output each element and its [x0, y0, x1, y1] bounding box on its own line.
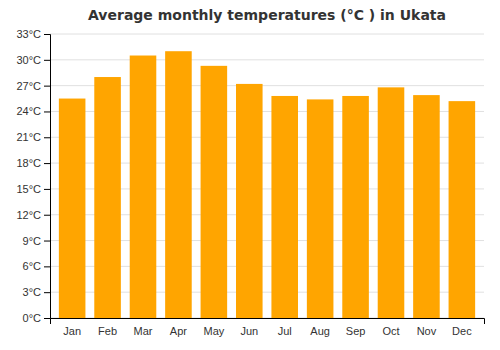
title: Average monthly temperatures (°C ) in Uk… [88, 7, 446, 23]
y-tick-mark [44, 189, 50, 190]
x-tick: Nov [417, 325, 437, 337]
x-tick-label: Feb [98, 325, 117, 337]
y-tick-label: 6°C [23, 260, 42, 272]
axis-line [44, 35, 51, 319]
y-axis: 0°C 3°C 6°C 9°C 12°C 15°C 18°C 21°C 24°C 27°C 30°C… [16, 28, 50, 324]
bar [59, 99, 86, 318]
y-tick: 24°C [16, 105, 50, 117]
y-tick: 12°C [16, 209, 50, 221]
y-tick-mark [44, 163, 50, 164]
x-tick: Feb [98, 325, 117, 337]
x-tick-label: Oct [382, 325, 399, 337]
x-tick-label: Apr [170, 325, 187, 337]
bar [307, 99, 334, 318]
plot: Jan Feb Mar Apr May Jun Jul Aug Sep Oct Nov Dec 0°C 3… [16, 28, 484, 337]
y-tick-label: 0°C [23, 312, 42, 324]
y-tick-label: 18°C [16, 157, 41, 169]
y-tick-mark [44, 215, 50, 216]
y-tick-mark [44, 34, 50, 35]
x-tick: Dec [452, 325, 472, 337]
x-tick-label: Mar [134, 325, 153, 337]
grid [50, 34, 484, 318]
x-tick: Mar [134, 325, 153, 337]
bar [378, 87, 405, 318]
x-axis: Jan Feb Mar Apr May Jun Jul Aug Sep Oct Nov Dec [51, 319, 485, 337]
x-tick: May [203, 325, 224, 337]
y-tick-label: 12°C [16, 209, 41, 221]
x-tick-label: Jul [278, 325, 292, 337]
axis-line [51, 319, 485, 325]
y-tick-label: 27°C [16, 80, 41, 92]
bar [449, 101, 476, 318]
y-tick: 33°C [16, 28, 50, 40]
y-tick-label: 15°C [16, 183, 41, 195]
y-tick-label: 3°C [23, 286, 42, 298]
bar [201, 66, 228, 318]
grid-line [50, 34, 484, 35]
y-tick-mark [44, 137, 50, 138]
y-tick: 6°C [23, 260, 50, 272]
y-tick-label: 9°C [23, 235, 42, 247]
bar [165, 51, 192, 318]
bar [342, 96, 369, 318]
bar [94, 77, 121, 318]
x-tick-label: Nov [417, 325, 437, 337]
y-tick-mark [44, 86, 50, 87]
x-tick-label: May [203, 325, 224, 337]
y-tick-label: 30°C [16, 54, 41, 66]
y-tick: 21°C [16, 131, 50, 143]
x-tick: Apr [170, 325, 187, 337]
y-tick-mark [44, 292, 50, 293]
grid-line [50, 59, 484, 60]
y-tick-label: 33°C [16, 28, 41, 40]
y-tick-label: 21°C [16, 131, 41, 143]
x-tick: Aug [310, 325, 330, 337]
y-tick: 30°C [16, 54, 50, 66]
y-tick: 27°C [16, 80, 50, 92]
y-tick: 3°C [23, 286, 50, 298]
y-tick-label: 24°C [16, 105, 41, 117]
x-tick: Sep [346, 325, 366, 337]
y-tick-mark [44, 60, 50, 61]
x-tick: Oct [382, 325, 399, 337]
bar [130, 56, 157, 318]
x-tick: Jan [63, 325, 81, 337]
x-tick-label: Sep [346, 325, 366, 337]
bars [59, 51, 475, 318]
y-tick-mark [44, 266, 50, 267]
bar [413, 95, 440, 318]
y-tick: 15°C [16, 183, 50, 195]
y-tick-mark [44, 111, 50, 112]
y-tick: 9°C [23, 235, 50, 247]
bar [236, 84, 263, 318]
x-tick: Jun [240, 325, 258, 337]
y-tick: 18°C [16, 157, 50, 169]
x-tick-label: Aug [310, 325, 330, 337]
chart: Jan Feb Mar Apr May Jun Jul Aug Sep Oct Nov Dec 0°C 3… [0, 0, 500, 350]
y-tick-mark [44, 241, 50, 242]
y-tick-mark [44, 318, 50, 319]
x-tick-label: Dec [452, 325, 472, 337]
x-tick-label: Jun [240, 325, 258, 337]
y-tick: 0°C [23, 312, 50, 324]
x-tick: Jul [278, 325, 292, 337]
x-tick-label: Jan [63, 325, 81, 337]
bar [271, 96, 298, 318]
